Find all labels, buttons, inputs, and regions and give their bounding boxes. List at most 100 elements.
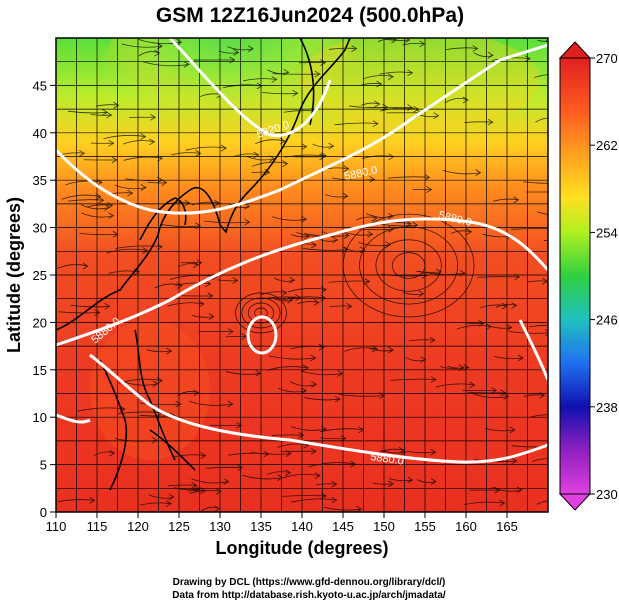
streamline — [379, 448, 405, 453]
streamline — [260, 291, 287, 296]
streamline-arrow — [328, 142, 335, 150]
streamline — [291, 234, 310, 238]
x-tick-label: 150 — [373, 519, 395, 534]
streamline-arrow — [301, 215, 308, 223]
streamline — [290, 426, 327, 431]
colorbar-tick-label: 230 — [596, 487, 618, 502]
streamline-arrow — [549, 226, 554, 232]
colorbar: 270 262 254 246 238 230 — [558, 41, 618, 511]
streamline — [81, 212, 114, 218]
streamline — [175, 282, 211, 286]
streamline — [535, 117, 548, 123]
streamline — [485, 427, 515, 432]
streamline-arrow — [200, 452, 207, 459]
streamline-arrow — [359, 246, 366, 254]
streamline-arrow — [511, 457, 518, 465]
streamline-arrow — [511, 302, 518, 309]
streamline-arrow — [499, 499, 506, 507]
streamline-arrow — [321, 286, 327, 293]
streamline — [300, 370, 343, 376]
streamline — [111, 192, 133, 194]
streamline-arrow — [287, 296, 294, 304]
streamline-arrow — [343, 165, 350, 173]
streamline — [406, 450, 436, 454]
y-tick-label: 45 — [33, 78, 47, 93]
streamline — [379, 71, 413, 75]
streamline — [173, 454, 206, 458]
streamline — [377, 38, 397, 43]
streamline-arrow — [236, 421, 243, 429]
streamline-arrow — [255, 369, 262, 377]
streamline — [329, 305, 352, 308]
streamline — [242, 78, 277, 82]
streamline — [510, 228, 548, 230]
streamline-arrow — [320, 294, 327, 302]
streamline-arrow — [176, 282, 183, 289]
streamline — [358, 242, 391, 247]
streamline-arrow — [292, 89, 299, 97]
streamline-arrow — [388, 480, 395, 488]
streamline-arrow — [421, 272, 428, 279]
streamline — [93, 451, 115, 456]
streamline — [334, 122, 378, 126]
streamline-arrow — [109, 449, 116, 457]
streamline — [282, 473, 321, 479]
streamline-arrow — [191, 481, 198, 489]
streamline-arrow — [337, 370, 344, 377]
streamline — [447, 365, 469, 369]
streamline-arrow — [142, 247, 149, 254]
streamline — [191, 315, 214, 318]
streamline-arrow — [98, 196, 105, 204]
streamline — [287, 287, 327, 293]
y-tick-label: 40 — [33, 126, 47, 141]
streamline-arrow — [140, 184, 147, 191]
streamline-arrow — [356, 505, 363, 512]
streamline — [177, 263, 199, 268]
streamline-arrow — [318, 343, 325, 351]
streamline — [416, 479, 437, 483]
streamline — [369, 348, 394, 352]
streamline-arrow — [82, 262, 89, 270]
streamline-arrow — [500, 389, 507, 397]
streamline — [80, 204, 110, 210]
y-axis: 0 5 10 15 20 25 30 35 40 45 — [33, 78, 56, 520]
streamline — [272, 216, 307, 221]
streamline-arrow — [281, 289, 288, 297]
streamline-arrow — [166, 347, 173, 355]
x-tick-label: 140 — [291, 519, 313, 534]
streamline — [271, 434, 304, 436]
streamline — [251, 161, 288, 167]
contour-5880-west — [56, 413, 91, 424]
streamline-arrow — [150, 113, 157, 121]
streamline — [345, 232, 373, 236]
streamline-arrow — [140, 133, 147, 140]
streamline-arrow — [513, 196, 520, 204]
streamline — [204, 220, 250, 224]
streamline — [62, 152, 85, 155]
streamline — [161, 224, 201, 228]
streamline-arrow — [320, 59, 327, 66]
colorbar-scale — [559, 57, 591, 495]
streamline-arrow — [89, 497, 96, 504]
streamline-arrow — [310, 354, 317, 362]
streamline-arrow — [104, 302, 111, 310]
streamline-arrow — [364, 278, 371, 285]
streamline — [106, 248, 148, 254]
streamline — [217, 279, 238, 282]
streamline — [494, 356, 524, 360]
streamline-arrow — [487, 51, 494, 59]
streamline — [167, 302, 204, 307]
streamline-arrow — [165, 500, 172, 508]
x-axis: 110 115 120 125 130 135 140 145 150 155 160 165 — [46, 512, 518, 534]
streamline — [273, 298, 293, 302]
streamline — [228, 452, 269, 456]
streamline — [522, 181, 548, 184]
streamline — [360, 102, 380, 106]
streamline-arrow — [108, 212, 115, 220]
streamline-arrow — [207, 292, 214, 300]
streamline-arrow — [244, 218, 251, 226]
colorbar-tick-label: 270 — [596, 51, 618, 66]
circulation-ring — [359, 226, 459, 305]
colorbar-top-arrow — [558, 41, 592, 59]
streamline-arrow — [285, 450, 292, 457]
